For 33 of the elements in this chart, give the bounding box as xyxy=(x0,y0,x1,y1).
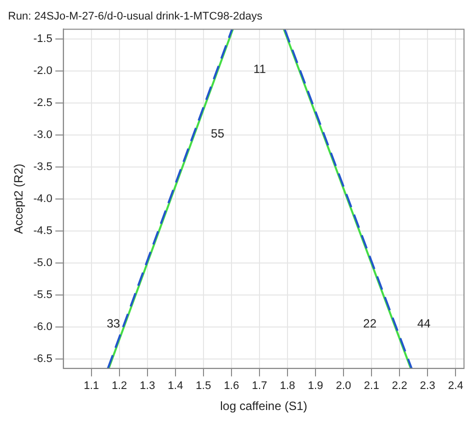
y-tick-label: -1.5 xyxy=(33,32,52,45)
annotation: 11 xyxy=(253,62,266,76)
y-tick-label: -3.0 xyxy=(33,128,52,141)
x-tick-label: 2.0 xyxy=(336,380,352,392)
x-axis-title: log caffeine (S1) xyxy=(220,399,308,414)
x-tick-label: 1.6 xyxy=(224,380,240,392)
annotation: 55 xyxy=(210,126,225,141)
chart-title: Run: 24SJo-M-27-6/d-0-usual drink-1-MTC98-2days xyxy=(8,10,263,23)
y-tick-label: -5.5 xyxy=(33,288,52,301)
x-tick-label: 1.7 xyxy=(252,380,268,392)
y-tick-label: -2.5 xyxy=(33,96,52,109)
y-tick-label: -6.5 xyxy=(33,352,52,365)
x-tick-label: 1.3 xyxy=(140,380,156,392)
annotation: 22 xyxy=(363,316,377,331)
x-tick-label: 1.2 xyxy=(112,380,128,392)
y-tick-label: -3.5 xyxy=(33,160,52,173)
y-tick-label: -4.0 xyxy=(33,192,52,205)
x-tick-label: 1.5 xyxy=(196,380,212,392)
x-tick-label: 2.2 xyxy=(392,380,408,392)
x-tick-label: 2.1 xyxy=(364,380,380,392)
y-tick-label: -6.0 xyxy=(33,320,52,333)
x-tick-label: 2.3 xyxy=(420,380,436,392)
x-tick-label: 2.4 xyxy=(448,380,464,392)
y-tick-label: -4.5 xyxy=(33,224,52,237)
x-tick-label: 1.9 xyxy=(308,380,324,392)
y-tick-label: -5.0 xyxy=(33,256,52,269)
annotation: 33 xyxy=(106,316,120,331)
y-axis-title: Accept2 (R2) xyxy=(12,164,26,234)
annotation: 44 xyxy=(417,316,431,331)
x-tick-label: 1.4 xyxy=(168,380,184,392)
x-tick-label: 1.1 xyxy=(84,380,100,392)
x-tick-label: 1.8 xyxy=(280,380,296,392)
y-tick-label: -2.0 xyxy=(33,64,52,77)
